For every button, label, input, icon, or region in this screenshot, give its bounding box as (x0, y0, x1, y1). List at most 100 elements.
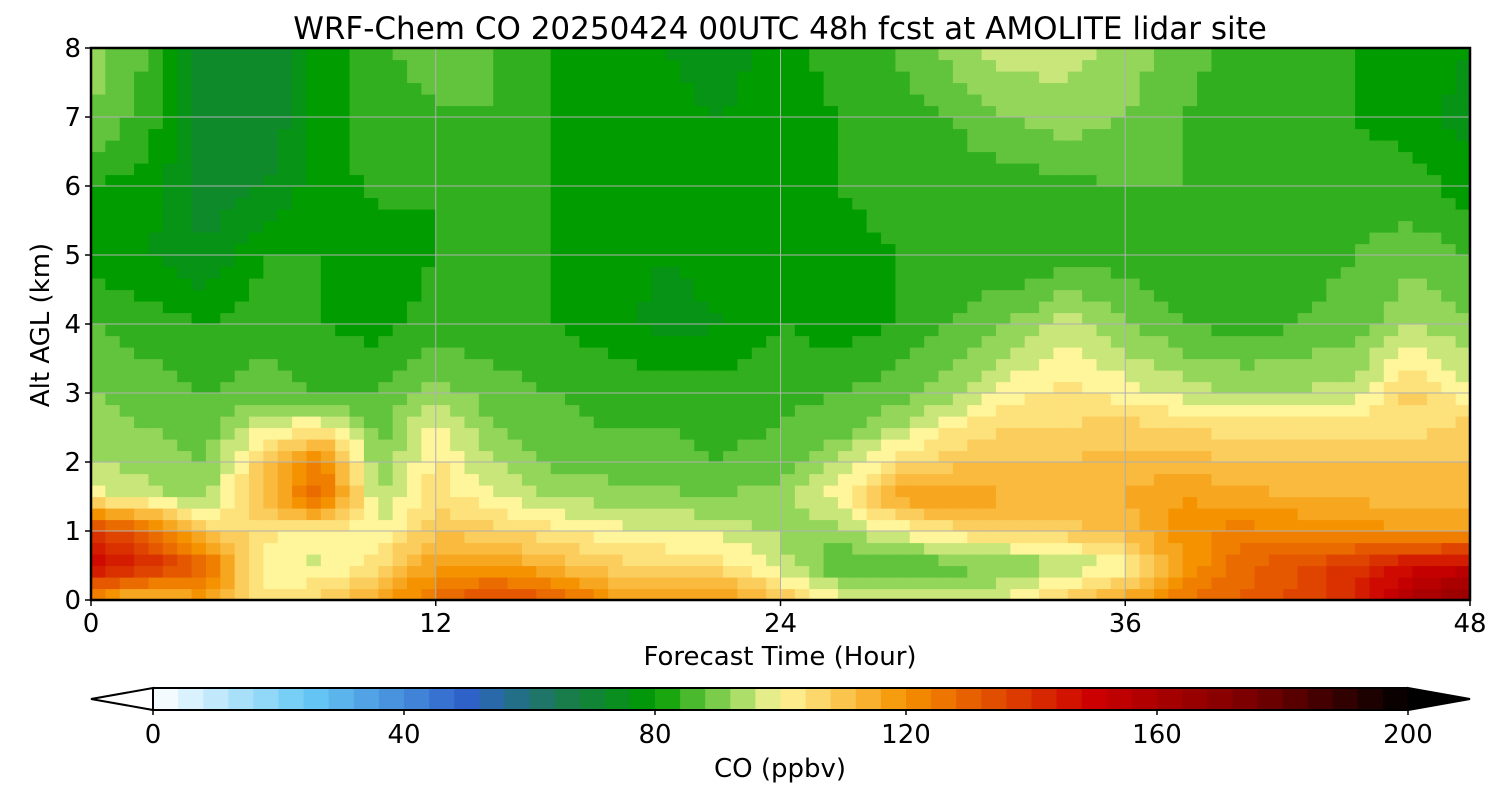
contour-cell (665, 485, 681, 498)
contour-cell (349, 48, 365, 61)
contour-cell (651, 266, 667, 279)
contour-cell (1197, 278, 1213, 291)
contour-cell (277, 82, 293, 95)
contour-cell (536, 439, 552, 452)
contour-cell (306, 255, 322, 268)
contour-cell (249, 416, 264, 429)
contour-cell (91, 577, 106, 590)
contour-cell (1412, 174, 1428, 187)
contour-cell (306, 82, 322, 95)
contour-cell (263, 163, 279, 176)
contour-cell (1369, 554, 1385, 567)
contour-cell (249, 358, 264, 371)
contour-cell (924, 48, 940, 61)
contour-cell (924, 577, 940, 590)
contour-cell (694, 531, 710, 544)
contour-cell (1340, 128, 1356, 141)
contour-cell (1355, 209, 1371, 222)
contour-cell (766, 370, 782, 383)
contour-cell (306, 347, 322, 360)
contour-cell (1053, 473, 1069, 486)
contour-cell (220, 577, 236, 590)
contour-cell (407, 542, 422, 555)
contour-cell (1355, 289, 1371, 302)
contour-cell (1225, 554, 1241, 567)
contour-cell (938, 542, 954, 555)
contour-cell (679, 197, 695, 210)
contour-cell (924, 255, 940, 268)
contour-cell (450, 347, 466, 360)
contour-cell (1240, 266, 1256, 279)
contour-cell (995, 542, 1011, 555)
contour-cell (608, 347, 624, 360)
contour-cell (1125, 232, 1141, 245)
contour-cell (995, 59, 1011, 72)
contour-cell (1426, 266, 1442, 279)
contour-cell (665, 450, 681, 463)
contour-cell (1355, 71, 1371, 84)
contour-cell (1283, 301, 1299, 314)
contour-cell (723, 404, 738, 417)
contour-cell (191, 94, 207, 107)
contour-cell (1010, 117, 1026, 130)
contour-cell (421, 301, 437, 314)
contour-cell (392, 255, 408, 268)
contour-cell (1010, 393, 1026, 406)
contour-cell (493, 531, 509, 544)
contour-cell (1168, 117, 1184, 130)
contour-cell (780, 393, 796, 406)
contour-cell (924, 542, 940, 555)
contour-cell (292, 105, 308, 118)
contour-cell (866, 232, 882, 245)
contour-cell (1067, 94, 1083, 107)
contour-cell (421, 151, 437, 164)
contour-cell (1082, 416, 1098, 429)
contour-cell (895, 94, 911, 107)
contour-cell (435, 151, 451, 164)
contour-cell (593, 186, 609, 199)
contour-cell (1283, 289, 1299, 302)
contour-cell (407, 163, 422, 176)
contour-cell (320, 427, 336, 440)
contour-cell (794, 393, 810, 406)
contour-cell (521, 186, 537, 199)
contour-cell (881, 473, 897, 486)
contour-cell (823, 324, 839, 337)
contour-cell (1053, 209, 1069, 222)
contour-cell (1398, 255, 1414, 268)
contour-cell (852, 151, 868, 164)
contour-cell (1225, 450, 1241, 463)
contour-cell (493, 358, 509, 371)
contour-cell (1096, 301, 1112, 314)
contour-cell (1039, 370, 1055, 383)
contour-cell (924, 404, 940, 417)
contour-cell (924, 565, 940, 578)
contour-cell (1225, 151, 1241, 164)
contour-cell (550, 358, 566, 371)
contour-cell (651, 393, 667, 406)
contour-cell (507, 174, 523, 187)
contour-cell (895, 289, 911, 302)
contour-cell (521, 542, 537, 555)
contour-cell (1426, 347, 1442, 360)
contour-cell (593, 105, 609, 118)
contour-cell (177, 347, 193, 360)
contour-cell (809, 473, 825, 486)
contour-cell (924, 151, 940, 164)
contour-cell (1398, 496, 1414, 509)
contour-cell (435, 508, 451, 521)
contour-cell (593, 462, 609, 475)
contour-cell (1355, 151, 1371, 164)
contour-cell (306, 588, 322, 600)
contour-cell (794, 140, 810, 153)
contour-cell (1426, 82, 1442, 95)
contour-cell (1355, 232, 1371, 245)
contour-cell (665, 508, 681, 521)
contour-cell (1067, 416, 1083, 429)
contour-cell (852, 186, 868, 199)
contour-cell (1398, 117, 1414, 130)
contour-cell (694, 381, 710, 394)
contour-cell (1254, 565, 1270, 578)
contour-cell (1369, 324, 1385, 337)
contour-cell (191, 370, 207, 383)
